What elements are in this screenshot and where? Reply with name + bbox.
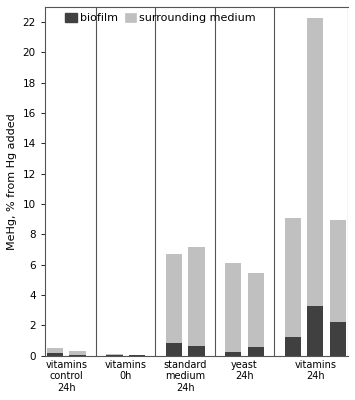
Bar — [106, 355, 122, 356]
Bar — [329, 322, 346, 356]
Bar — [106, 354, 122, 355]
Bar — [47, 348, 63, 354]
Bar — [166, 343, 182, 356]
Bar — [69, 351, 86, 355]
Bar — [188, 346, 204, 356]
Bar — [284, 218, 301, 338]
Bar — [284, 338, 301, 356]
Bar — [166, 254, 182, 343]
Y-axis label: MeHg, % from Hg added: MeHg, % from Hg added — [7, 113, 17, 250]
Bar — [188, 246, 204, 346]
Bar — [329, 220, 346, 322]
Bar — [47, 354, 63, 356]
Bar — [307, 306, 323, 356]
Bar — [307, 18, 323, 306]
Bar — [225, 352, 241, 356]
Bar — [69, 355, 86, 356]
Bar — [225, 263, 241, 352]
Bar — [248, 273, 264, 347]
Legend: biofilm, surrounding medium: biofilm, surrounding medium — [65, 12, 256, 23]
Bar — [248, 347, 264, 356]
